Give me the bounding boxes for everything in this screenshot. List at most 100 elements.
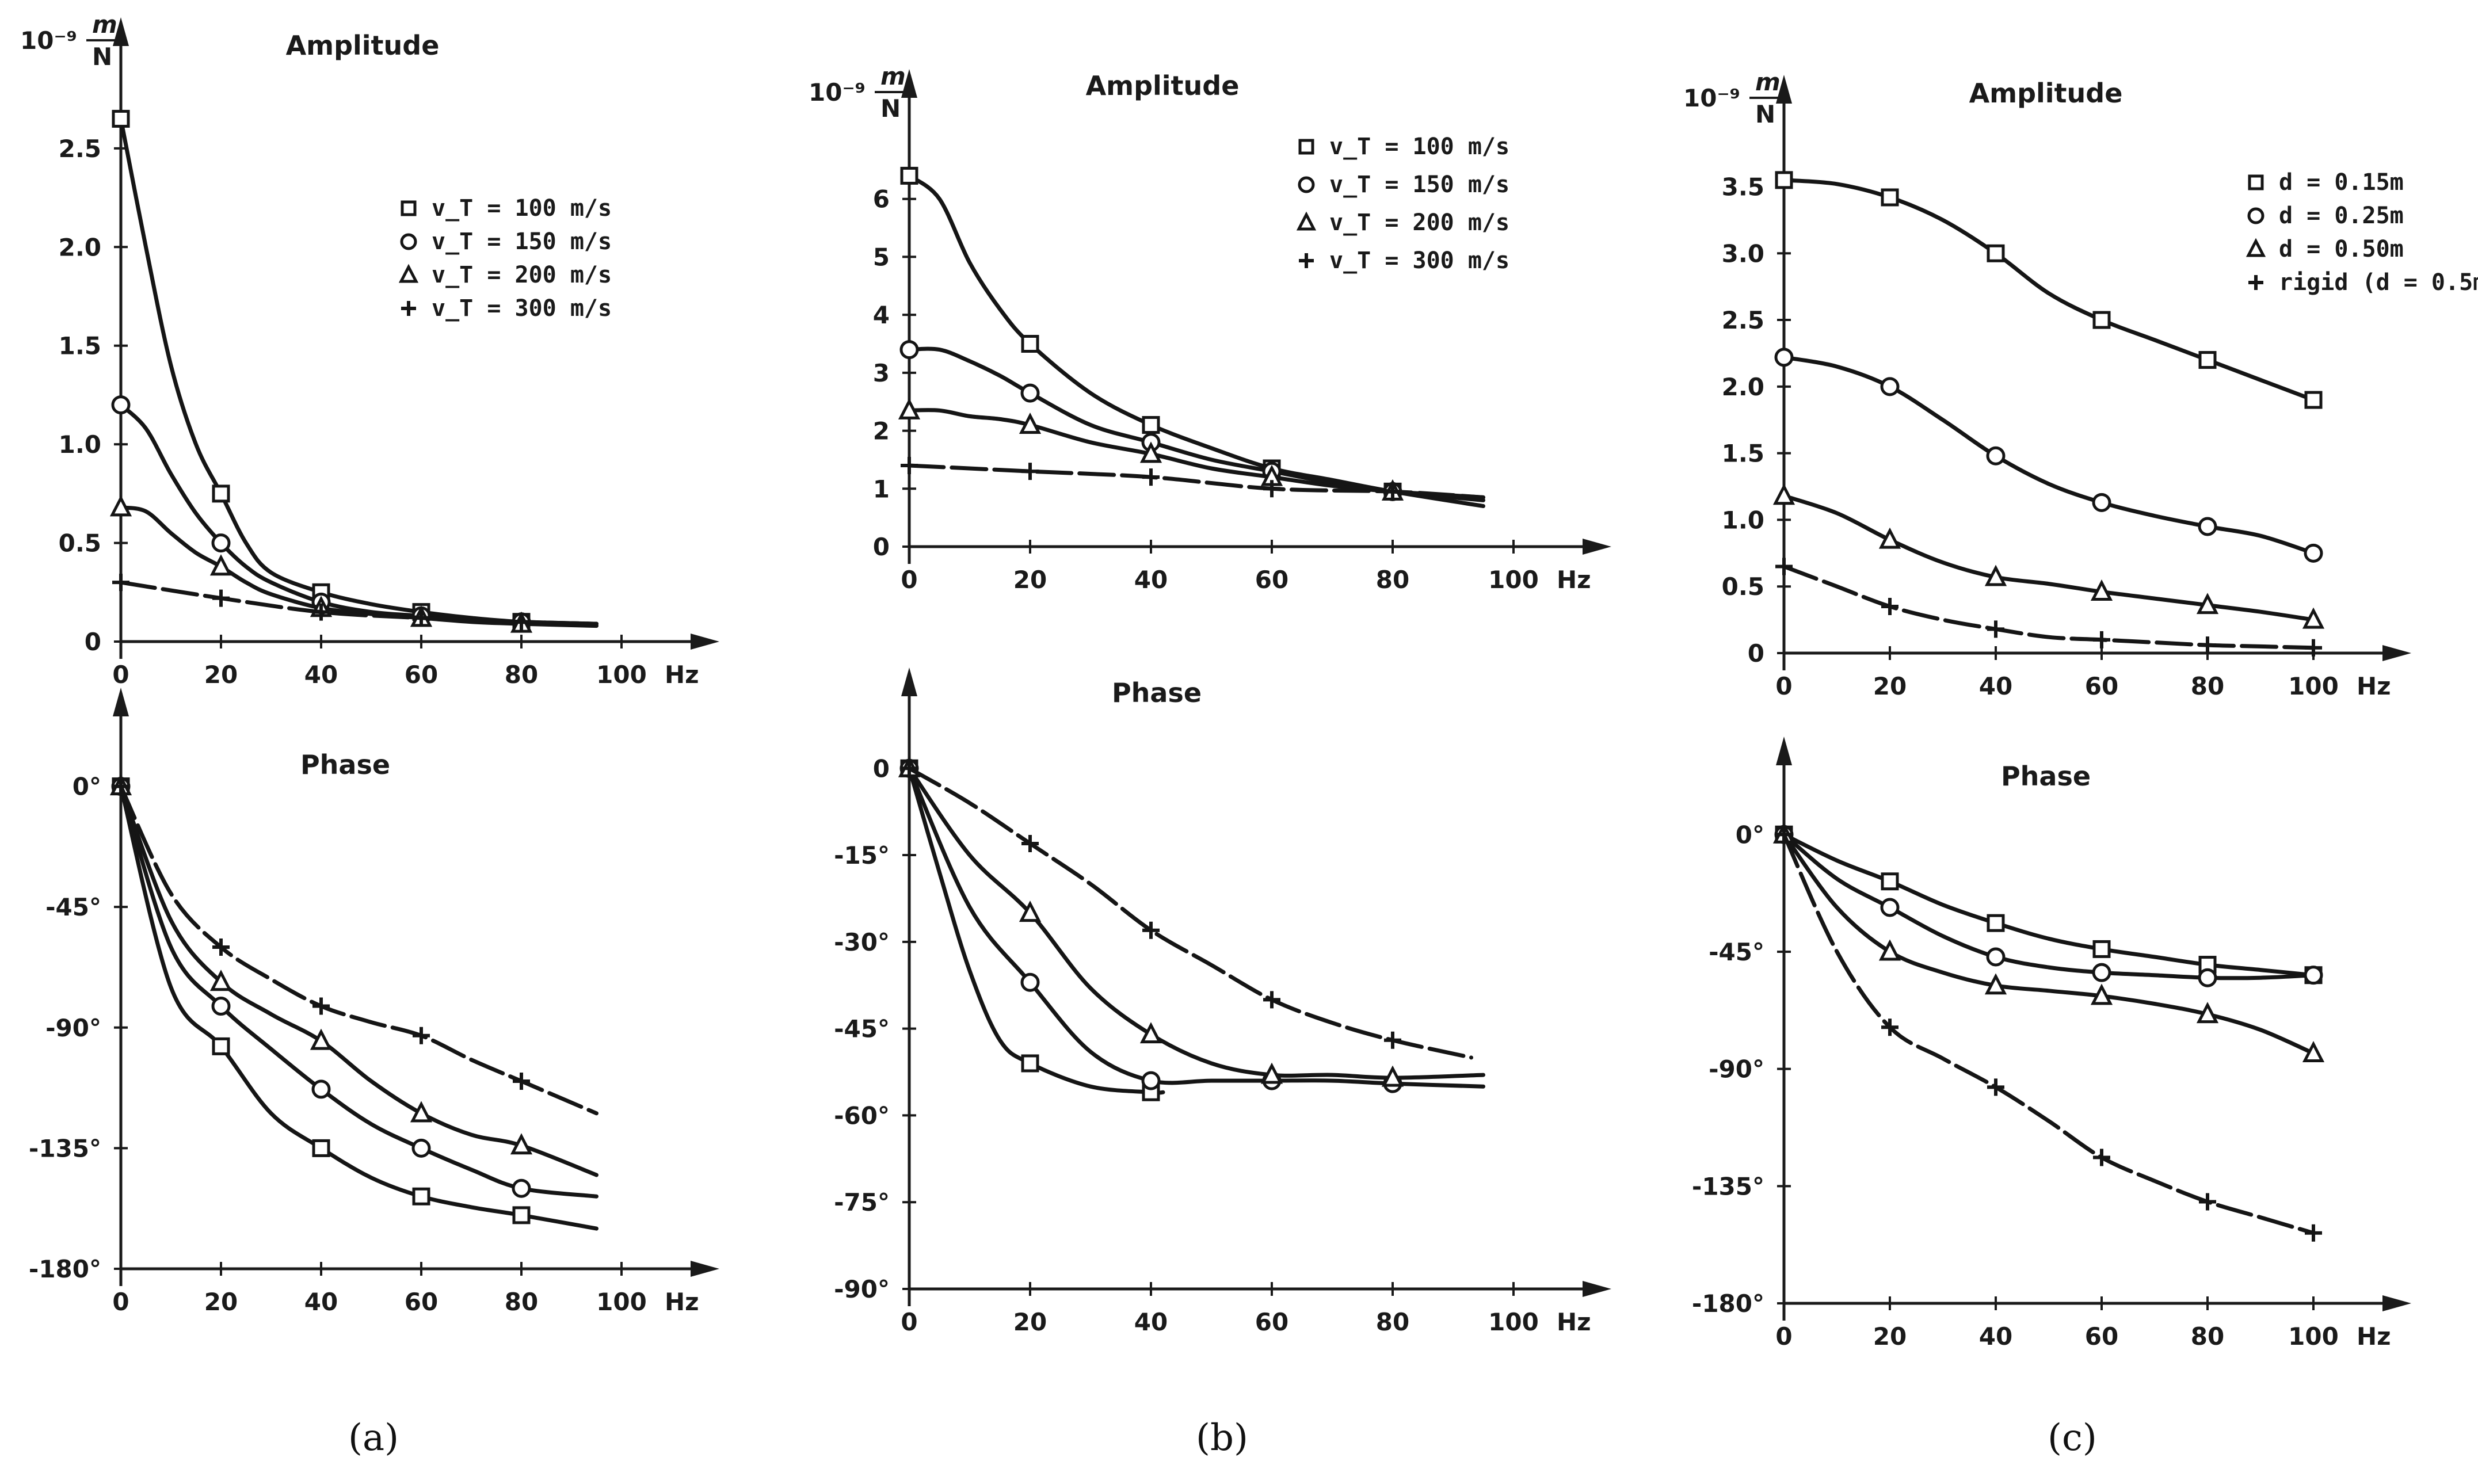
y-tick-label: 0 xyxy=(1748,639,1764,667)
data-point xyxy=(898,398,921,419)
x-tick-label: 100 xyxy=(1488,1308,1539,1336)
x-tick-label: 60 xyxy=(405,661,438,689)
data-point xyxy=(1141,1071,1161,1090)
x-tick-label: 80 xyxy=(1376,566,1409,594)
data-point xyxy=(410,1101,433,1123)
chart-b-amplitude: 0 20 40 60 80 100 Hz 0 1 2 3 4 5 6 Amplitude 10⁻⁹ mNv_T … xyxy=(809,62,1611,594)
x-tick-label: 0 xyxy=(112,661,129,689)
y-tick-label: 0° xyxy=(73,773,101,801)
y-tick-label: 3.0 xyxy=(1722,239,1764,268)
series-line xyxy=(1782,832,2316,1055)
data-point xyxy=(111,395,131,415)
chart-title: Amplitude xyxy=(1969,78,2123,109)
legend-marker xyxy=(2247,207,2264,224)
data-point xyxy=(1020,972,1040,992)
legend-label: v_T = 100 m/s xyxy=(1329,133,1509,160)
y-tick-label: 2.0 xyxy=(1722,373,1764,401)
x-axis-arrow xyxy=(1583,1281,1611,1297)
data-point xyxy=(1260,1062,1283,1084)
y-tick-label: 6 xyxy=(873,185,890,213)
x-tick-label: 100 xyxy=(1488,566,1539,594)
x-axis-label: Hz xyxy=(2357,672,2391,700)
data-point xyxy=(2305,639,2322,657)
data-point xyxy=(1987,244,2005,262)
x-tick-label: 100 xyxy=(2288,672,2339,700)
legend-marker xyxy=(401,301,416,316)
data-point xyxy=(2093,1149,2110,1166)
data-point xyxy=(2092,963,2111,982)
legend-label: d = 0.50m xyxy=(2279,236,2404,262)
data-point xyxy=(1021,335,1039,353)
y-axis-arrow xyxy=(901,667,917,696)
y-unit-denominator: N xyxy=(1755,100,1775,128)
data-point xyxy=(2090,579,2113,601)
series-line xyxy=(119,784,598,1231)
y-unit-denominator: N xyxy=(92,43,112,71)
legend-label: v_T = 300 m/s xyxy=(1329,247,1509,274)
x-tick-label: 20 xyxy=(1013,566,1047,594)
y-axis-arrow xyxy=(113,688,129,716)
y-tick-label: 2.5 xyxy=(1722,306,1764,334)
legend-marker xyxy=(1298,139,1314,155)
data-point xyxy=(1878,527,1901,549)
x-tick-label: 0 xyxy=(112,1288,129,1316)
y-tick-label: -180° xyxy=(29,1255,101,1283)
y-tick-label: 1.0 xyxy=(1722,506,1764,534)
x-tick-label: 0 xyxy=(1775,1322,1792,1351)
chart-c-amplitude: 0 20 40 60 80 100 Hz 0 0.5 1.0 1.5 2.0 2.5 3.0 3.5 Ampl… xyxy=(1683,68,2478,700)
data-point xyxy=(2196,593,2219,615)
data-point xyxy=(900,166,918,185)
data-point xyxy=(2199,636,2216,654)
y-tick-label: -75° xyxy=(834,1188,890,1216)
chart-c-phase: 0 20 40 60 80 100 Hz 0° -45° -90° -135° -180° Phase xyxy=(1692,737,2411,1351)
data-point xyxy=(512,1178,531,1198)
x-tick-label: 0 xyxy=(1775,672,1792,700)
data-point xyxy=(2198,351,2217,369)
x-tick-label: 60 xyxy=(2085,1322,2118,1351)
legend-label: v_T = 200 m/s xyxy=(1329,209,1509,236)
x-axis-arrow xyxy=(2382,1295,2411,1311)
data-point xyxy=(1880,898,1900,917)
x-tick-label: 0 xyxy=(901,1308,917,1336)
data-point xyxy=(1880,377,1900,396)
x-axis-label: Hz xyxy=(665,1288,699,1316)
data-point xyxy=(2304,391,2323,409)
chart-title: Amplitude xyxy=(286,30,440,61)
series-line xyxy=(1782,832,2316,981)
series-line xyxy=(1782,355,2316,555)
y-unit-numerator: m xyxy=(880,62,906,90)
y-tick-label: 4 xyxy=(873,301,890,329)
legend-marker xyxy=(2248,275,2263,290)
panel-label-c: (c) xyxy=(2048,1417,2097,1459)
series-line xyxy=(119,784,598,1116)
x-tick-label: 100 xyxy=(596,661,647,689)
data-point xyxy=(2302,607,2325,629)
data-point xyxy=(1775,171,1793,189)
y-unit-denominator: N xyxy=(880,94,901,123)
data-point xyxy=(211,533,231,553)
y-tick-label: 0 xyxy=(873,754,890,783)
y-tick-label: 0.5 xyxy=(59,529,101,558)
data-point xyxy=(1021,834,1039,852)
y-unit-numerator: m xyxy=(1755,68,1781,96)
data-point xyxy=(1986,446,2006,466)
data-point xyxy=(1774,348,1794,367)
y-tick-label: -180° xyxy=(1692,1290,1764,1318)
x-tick-label: 40 xyxy=(304,661,338,689)
data-point xyxy=(1142,921,1160,939)
chart-b-phase: 0 20 40 60 80 100 Hz 0 -15° -30° -45° -60° -75° -90° P… xyxy=(834,667,1611,1336)
y-axis-arrow xyxy=(1776,75,1792,104)
data-point xyxy=(1881,188,1899,207)
x-axis-arrow xyxy=(2382,645,2411,661)
y-tick-label: 0 xyxy=(85,628,101,656)
data-point xyxy=(2092,493,2111,512)
legend-marker xyxy=(1298,176,1315,193)
panel-label-b: (b) xyxy=(1196,1417,1248,1459)
x-tick-label: 20 xyxy=(1873,1322,1907,1351)
y-tick-label: 0.5 xyxy=(1722,573,1764,601)
y-axis-arrow xyxy=(1776,737,1792,765)
data-point xyxy=(112,574,129,592)
data-point xyxy=(1384,1031,1401,1049)
series-line xyxy=(1782,832,2316,978)
series-line xyxy=(119,784,598,1177)
